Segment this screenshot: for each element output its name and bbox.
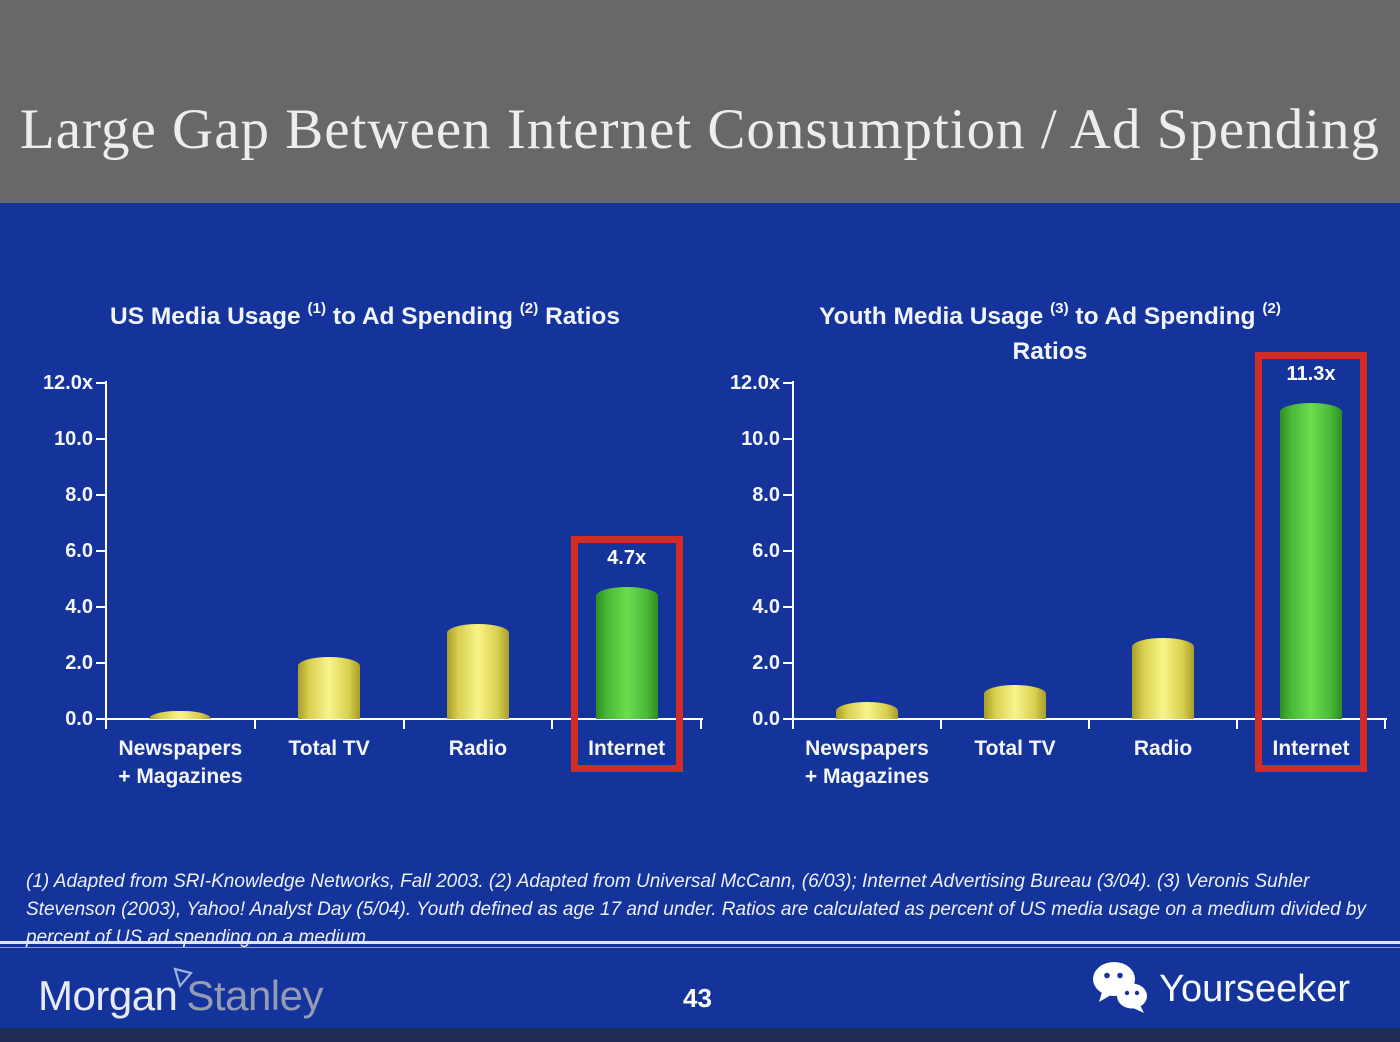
chart-title-line: Ratios (1012, 338, 1088, 366)
youth-chart-plot-area: 12.0x 10.0 8.0 6.0 4.0 2.0 0.0 Newspapers + Mag… (730, 351, 1387, 788)
x-axis-tick (402, 720, 405, 729)
bar-value-label: 4.7x (607, 547, 647, 570)
header-banner: Large Gap Between Internet Consumption /… (0, 0, 1400, 203)
y-axis-tick (783, 550, 792, 552)
youth-chart-title: Youth Media Usage (3) to Ad Spending (2)… (745, 293, 1355, 369)
y-axis-tick (783, 438, 792, 440)
x-axis-category-label: Internet (1272, 737, 1350, 760)
y-axis-tick (96, 662, 105, 664)
y-axis-tick-label: 10.0 (741, 428, 780, 450)
y-axis-tick-label: 4.0 (752, 596, 780, 618)
y-axis-tick (96, 606, 105, 608)
y-axis-tick-label: 2.0 (752, 652, 780, 674)
morgan-stanley-triangle-icon (171, 952, 195, 1000)
x-axis-category-label: Radio (448, 737, 508, 760)
y-axis-tick-label: 0.0 (752, 708, 780, 730)
y-axis-tick-label: 8.0 (65, 484, 93, 506)
x-axis-tick (1236, 720, 1238, 729)
bottom-strip (0, 1028, 1400, 1042)
brand-morgan-text: Morgan (38, 972, 178, 1019)
y-axis-tick (96, 550, 105, 552)
us-chart-title: US Media Usage (1) to Ad Spending (2) Ra… (60, 293, 670, 334)
bar-radio (1132, 637, 1194, 719)
x-axis-category-label: Total TV (974, 737, 1056, 760)
footnote: (1) Adapted from SRI-Knowledge Networks,… (26, 871, 1366, 948)
y-axis-tick-label: 0.0 (65, 708, 93, 730)
x-axis-tick (551, 720, 554, 729)
y-axis-tick-label: 2.0 (65, 652, 93, 674)
x-axis (792, 718, 1387, 720)
y-axis-tick-label: 12.0x (42, 372, 93, 394)
morgan-stanley-logo: Morgan Stanley (38, 967, 323, 1020)
y-axis-tick (96, 718, 105, 720)
y-axis-tick (96, 438, 105, 440)
y-axis-tick (783, 662, 792, 664)
x-axis-tick (940, 720, 942, 729)
x-axis-category-label: Internet (588, 737, 666, 760)
highlight-rect (1255, 351, 1367, 772)
y-axis-tick-label: 4.0 (65, 596, 93, 618)
watermark: Yourseeker (1091, 960, 1350, 1019)
y-axis (792, 381, 794, 719)
highlight-rect (570, 536, 683, 772)
x-axis-tick (792, 720, 794, 729)
y-axis-tick-label: 8.0 (752, 484, 780, 506)
bar-radio (446, 623, 509, 719)
x-axis-tick (253, 720, 256, 729)
y-axis-tick (96, 382, 105, 384)
x-axis-category-label: Total TV (288, 737, 370, 760)
x-axis-tick (700, 720, 702, 729)
bar-internet (1280, 402, 1342, 719)
y-axis-tick-label: 12.0x (729, 372, 780, 394)
us-chart-plot-area: 12.0x 10.0 8.0 6.0 4.0 2.0 0.0 Newspapers + Mag… (43, 372, 703, 788)
x-axis (105, 718, 703, 720)
x-axis-tick (105, 720, 107, 729)
y-axis-tick-label: 6.0 (752, 540, 780, 562)
y-axis-tick (783, 718, 792, 720)
y-axis-tick-label: 6.0 (65, 540, 93, 562)
page-number: 43 (683, 983, 712, 1013)
y-axis-tick (783, 382, 792, 384)
x-axis-category-label: Radio (1133, 737, 1193, 760)
bar-total-tv (298, 657, 361, 719)
footer-separator (0, 941, 1400, 944)
x-axis-tick (1088, 720, 1090, 729)
x-axis-category-label: Newspapers + Magazines (804, 737, 930, 788)
brand-stanley-text: Stanley (186, 972, 323, 1019)
y-axis-tick (783, 494, 792, 496)
chart-title-line: US Media Usage (1) to Ad Spending (2) Ra… (110, 300, 620, 331)
bar-value-label: 11.3x (1286, 362, 1336, 385)
bar-newspapers (836, 702, 898, 719)
y-axis (105, 381, 107, 719)
y-axis-tick (783, 606, 792, 608)
bar-total-tv (984, 685, 1046, 719)
slide-title: Large Gap Between Internet Consumption /… (19, 97, 1381, 161)
x-axis-category-label: Newspapers + Magazines (118, 737, 243, 788)
bar-internet (595, 587, 658, 719)
watermark-label: Yourseeker (1159, 968, 1350, 1010)
footer-separator-thin (0, 947, 1400, 948)
y-axis-tick (96, 494, 105, 496)
y-axis-tick-label: 10.0 (54, 428, 93, 450)
x-axis-tick (1384, 720, 1386, 729)
wechat-icon (1091, 960, 1149, 1019)
chart-title-line: Youth Media Usage (3) to Ad Spending (2) (819, 300, 1281, 331)
bar-newspapers (149, 710, 212, 719)
